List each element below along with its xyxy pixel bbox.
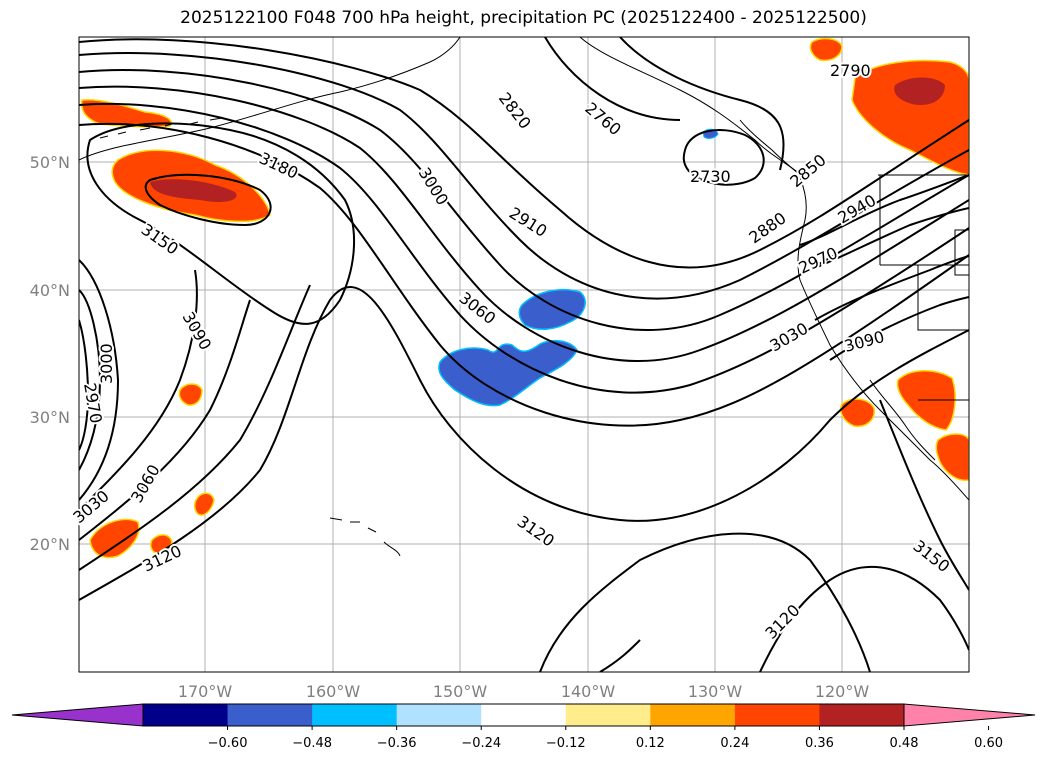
low-2730-ring (682, 129, 765, 186)
precip-blob-northwest (80, 98, 172, 128)
lat-label: 40°N (30, 281, 70, 300)
bc-coast (739, 119, 801, 176)
precip-blob-baja-2 (935, 433, 969, 482)
colorbar-tick-label: −0.36 (377, 736, 417, 751)
precip-blob-small-north (809, 37, 843, 62)
colorbar-tick-label: 0.24 (720, 736, 749, 751)
contour-3120-south (539, 532, 871, 672)
colorbar-segment (650, 704, 736, 726)
colorbar-segment (481, 704, 567, 726)
contour-label: 3000 (97, 343, 116, 384)
precip-neg-blob-south (438, 339, 578, 407)
map-frame (78, 36, 970, 673)
colorbar-tick-label: 0.60 (974, 736, 1003, 751)
lon-label: 170°W (178, 682, 233, 701)
latitude-axis: 50°N 40°N 30°N 20°N (30, 153, 70, 554)
alaska-panhandle (579, 37, 806, 179)
contour-label: 2790 (830, 61, 871, 80)
precip-blob-baja-3 (840, 398, 875, 428)
contour-3180-ring (86, 122, 355, 325)
colorbar-segments (12, 704, 1035, 726)
longitude-axis: 170°W 160°W 150°W 140°W 130°W 120°W (178, 682, 870, 701)
contour-3120 (79, 286, 969, 601)
lon-label: 160°W (306, 682, 361, 701)
colorbar-tick-label: 0.12 (636, 736, 665, 751)
low-west-2970 (79, 289, 102, 471)
hawaii-islands (329, 517, 401, 557)
precip-neg-blob-north (518, 288, 586, 330)
precip-negative-areas (438, 128, 719, 407)
contour-label: 2730 (690, 167, 731, 186)
precip-blob-sw-4 (178, 383, 203, 406)
height-contours (79, 37, 969, 672)
alaska-coast (79, 37, 461, 161)
colorbar-segment (734, 704, 820, 726)
baja-peninsula (869, 379, 936, 461)
lat-label: 20°N (30, 535, 70, 554)
colorbar-segment (819, 704, 905, 726)
lat-label: 30°N (30, 408, 70, 427)
colorbar-segment (565, 704, 651, 726)
colorbar-segment (396, 704, 482, 726)
precip-core-aleutian (150, 179, 237, 203)
colorbar: −0.60 −0.48 −0.36 −0.24 −0.12 0.12 0.24 0.36 0.4… (11, 703, 1036, 751)
colorbar-ticks: −0.60 −0.48 −0.36 −0.24 −0.12 0.12 0.24 0.36 0.4… (208, 726, 1003, 751)
colorbar-tick-label: −0.12 (546, 736, 586, 751)
colorbar-tick-label: 0.48 (890, 736, 919, 751)
colorbar-tick-label: −0.60 (208, 736, 248, 751)
lat-label: 50°N (30, 153, 70, 172)
precip-core-nw-coast (894, 77, 945, 106)
colorbar-segment (312, 704, 398, 726)
contour-3150-east (879, 399, 969, 591)
colorbar-tick-label: −0.24 (461, 736, 501, 751)
colorbar-tick-label: −0.48 (292, 736, 332, 751)
north-america-west-coast (797, 177, 969, 501)
colorbar-segment (143, 704, 229, 726)
lon-label: 130°W (688, 682, 743, 701)
lon-label: 140°W (561, 682, 616, 701)
precip-blob-sw-3 (193, 492, 215, 516)
coastlines (79, 37, 969, 557)
aleutian-islands (99, 117, 223, 139)
colorbar-tick-label: 0.36 (805, 736, 834, 751)
map-title: 2025122100 F048 700 hPa height, precipit… (180, 8, 867, 28)
lon-label: 120°W (815, 682, 870, 701)
colorbar-extend-low (12, 704, 143, 726)
colorbar-extend-high (904, 704, 1035, 726)
colorbar-segment (227, 704, 313, 726)
lon-label: 150°W (433, 682, 488, 701)
precip-positive-areas (80, 37, 969, 559)
